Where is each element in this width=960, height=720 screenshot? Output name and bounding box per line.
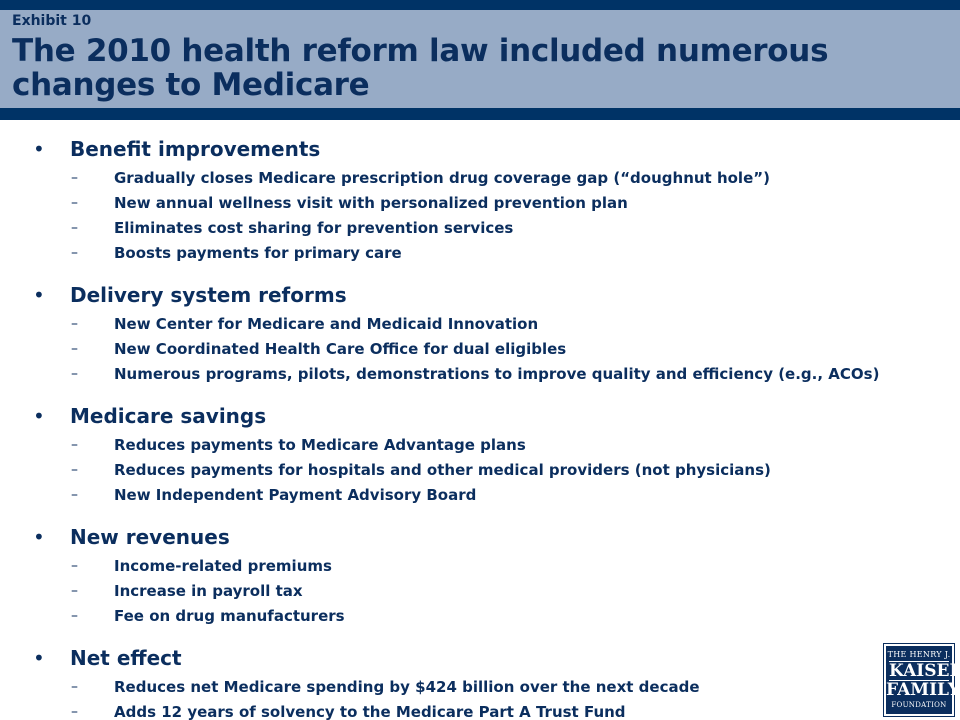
dash-icon: – (71, 678, 78, 695)
logo-line-3: FAMILY (886, 680, 960, 700)
sub-bullet-text: New Center for Medicare and Medicaid Inn… (114, 314, 539, 333)
sub-bullet-text: Adds 12 years of solvency to the Medicar… (114, 702, 626, 720)
header-band: Exhibit 10 The 2010 health reform law in… (0, 0, 960, 120)
sub-bullet-text: Numerous programs, pilots, demonstration… (114, 364, 880, 383)
sub-bullet-text: Increase in payroll tax (114, 581, 303, 600)
section-title: Benefit improvements (70, 137, 321, 161)
sub-bullet-text: Eliminates cost sharing for prevention s… (114, 218, 514, 237)
dash-icon: – (71, 219, 78, 236)
section-title: Net effect (70, 646, 182, 670)
dash-icon: – (71, 194, 78, 211)
sub-bullet-text: Income-related premiums (114, 556, 332, 575)
section-heading: • New revenues (33, 521, 913, 553)
logo-line-2: KAISER (889, 661, 960, 681)
section-title: Delivery system reforms (70, 283, 347, 307)
sub-bullet-text: New annual wellness visit with personali… (114, 193, 628, 212)
sub-bullet: – Gradually closes Medicare prescription … (33, 165, 913, 190)
sub-bullet-text: Reduces net Medicare spending by $424 bi… (114, 677, 700, 696)
sub-bullet: – Boosts payments for primary care (33, 240, 913, 265)
dash-icon: – (71, 607, 78, 624)
sub-bullet-text: Reduces payments to Medicare Advantage p… (114, 435, 526, 454)
section: • Net effect – Reduces net Medicare spendin… (33, 642, 913, 720)
dash-icon: – (71, 436, 78, 453)
sub-bullet: – Income-related premiums (33, 553, 913, 578)
bullet-icon: • (33, 404, 45, 428)
sub-bullet: – Adds 12 years of solvency to the Medica… (33, 699, 913, 720)
section-heading: • Benefit improvements (33, 133, 913, 165)
dash-icon: – (71, 315, 78, 332)
sub-bullet-text: New Coordinated Health Care Office for d… (114, 339, 567, 358)
section-heading: • Net effect (33, 642, 913, 674)
bullet-list: • Benefit improvements – Gradually closes M… (33, 133, 913, 720)
dash-icon: – (71, 703, 78, 720)
section-heading: • Delivery system reforms (33, 279, 913, 311)
dash-icon: – (71, 365, 78, 382)
dash-icon: – (71, 169, 78, 186)
kaiser-family-foundation-logo: THE HENRY J. KAISER FAMILY FOUNDATION (884, 644, 960, 716)
dash-icon: – (71, 557, 78, 574)
sub-bullet: – New Center for Medicare and Medicaid In… (33, 311, 913, 336)
logo-line-4: FOUNDATION (891, 701, 947, 709)
bullet-icon: • (33, 283, 45, 307)
section: • Delivery system reforms – New Center for … (33, 279, 913, 386)
sub-bullet: – New Coordinated Health Care Office for … (33, 336, 913, 361)
slide-title: The 2010 health reform law included nume… (12, 33, 829, 103)
section-title: Medicare savings (70, 404, 267, 428)
sub-bullet: – New annual wellness visit with personal… (33, 190, 913, 215)
section-title: New revenues (70, 525, 230, 549)
sub-bullet: – Fee on drug manufacturers (33, 603, 913, 628)
sub-bullet: – Reduces net Medicare spending by $424 b… (33, 674, 913, 699)
dash-icon: – (71, 244, 78, 261)
section-heading: • Medicare savings (33, 400, 913, 432)
dash-icon: – (71, 582, 78, 599)
section: • New revenues – Income-related premiums – In… (33, 521, 913, 628)
sub-bullet: – Numerous programs, pilots, demonstratio… (33, 361, 913, 386)
section: • Benefit improvements – Gradually closes M… (33, 133, 913, 265)
bullet-icon: • (33, 525, 45, 549)
sub-bullet: – Eliminates cost sharing for prevention … (33, 215, 913, 240)
bullet-icon: • (33, 137, 45, 161)
sub-bullet: – New Independent Payment Advisory Board (33, 482, 913, 507)
logo-line-1: THE HENRY J. (887, 650, 951, 659)
sub-bullet: – Reduces payments for hospitals and othe… (33, 457, 913, 482)
dash-icon: – (71, 486, 78, 503)
sub-bullet: – Reduces payments to Medicare Advantage … (33, 432, 913, 457)
sub-bullet-text: Fee on drug manufacturers (114, 606, 345, 625)
sub-bullet-text: Gradually closes Medicare prescription d… (114, 168, 770, 187)
dash-icon: – (71, 461, 78, 478)
header-top-bar (0, 0, 960, 10)
sub-bullet-text: Reduces payments for hospitals and other… (114, 460, 771, 479)
exhibit-label: Exhibit 10 (12, 13, 92, 29)
sub-bullet: – Increase in payroll tax (33, 578, 913, 603)
sub-bullet-text: Boosts payments for primary care (114, 243, 402, 262)
header-bottom-bar (0, 108, 960, 120)
section: • Medicare savings – Reduces payments to Me… (33, 400, 913, 507)
bullet-icon: • (33, 646, 45, 670)
sub-bullet-text: New Independent Payment Advisory Board (114, 485, 477, 504)
dash-icon: – (71, 340, 78, 357)
